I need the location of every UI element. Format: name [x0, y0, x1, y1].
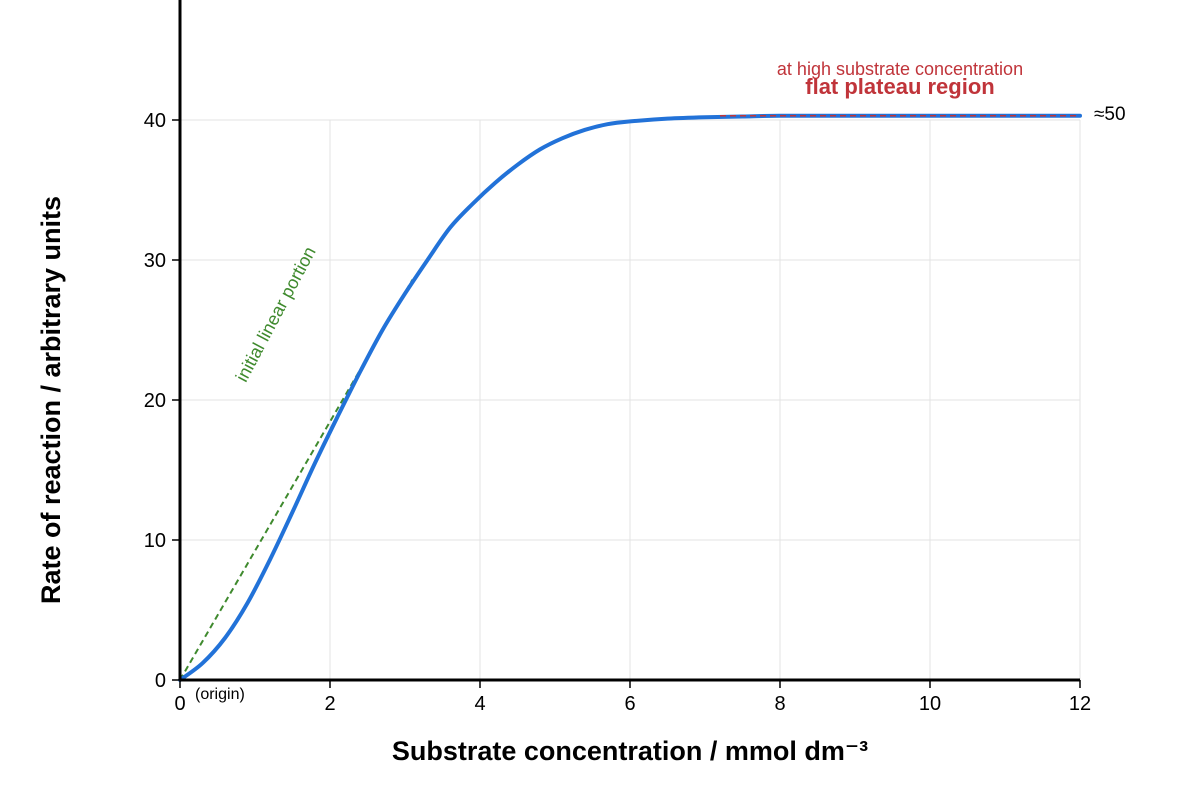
plateau-value-label: ≈50	[1094, 104, 1126, 125]
y-tick-label: 30	[144, 250, 166, 272]
y-tick-label: 20	[144, 390, 166, 412]
grid	[180, 119, 1081, 680]
x-tick-label: 2	[324, 693, 335, 715]
rate-curve	[178, 113, 1082, 682]
y-tick-label: 0	[155, 670, 166, 692]
x-tick-label: 10	[919, 693, 941, 715]
x-axis-title: Substrate concentration / mmol dm⁻³	[392, 736, 868, 766]
x-tick-label: 8	[774, 693, 785, 715]
plateau-label: flat plateau region	[805, 74, 994, 99]
tick-labels: 0 2 4 6 8 10 12 0 10 20 30 40	[144, 110, 1091, 715]
plateau-subtitle: at high substrate concentration	[777, 59, 1023, 79]
y-axis-title: Rate of reaction / arbitrary units	[36, 196, 66, 604]
y-tick-label: 10	[144, 530, 166, 552]
axes	[172, 0, 1081, 688]
x-tick-label: 6	[624, 693, 635, 715]
linear-portion-label: initial linear portion	[232, 243, 320, 385]
plot-area	[178, 113, 1082, 682]
origin-label: (origin)	[195, 686, 245, 703]
x-tick-label: 0	[174, 693, 185, 715]
x-tick-label: 12	[1069, 693, 1091, 715]
y-tick-label: 40	[144, 110, 166, 132]
x-tick-label: 4	[474, 693, 485, 715]
